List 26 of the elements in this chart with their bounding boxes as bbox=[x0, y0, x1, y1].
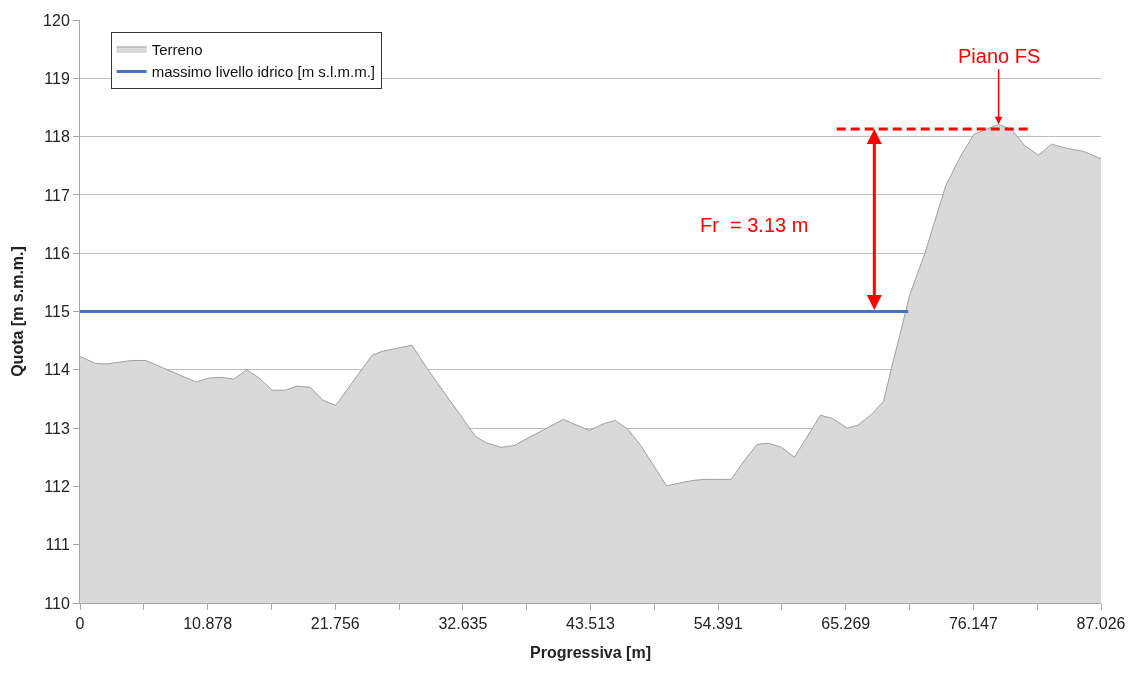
y-tick-label: 119 bbox=[44, 69, 70, 87]
x-tick-label: 32.635 bbox=[438, 615, 488, 633]
y-tick-label: 114 bbox=[44, 361, 70, 379]
x-tick-label: 87.026 bbox=[1076, 615, 1126, 633]
y-tick-label: 120 bbox=[43, 11, 70, 29]
x-tick-label: 21.756 bbox=[310, 615, 360, 633]
y-tick-label: 112 bbox=[44, 478, 70, 495]
x-tick-label: 43.513 bbox=[566, 615, 616, 633]
x-tick-label: 0 bbox=[75, 615, 85, 633]
x-axis-title: Progressiva [m] bbox=[530, 643, 651, 661]
legend-label: Terreno bbox=[151, 40, 203, 58]
legend-label: massimo livello idrico [m s.l.m.m.] bbox=[151, 63, 375, 81]
x-tick-label: 65.269 bbox=[821, 615, 871, 633]
x-tick-label: 54.391 bbox=[693, 615, 743, 633]
annotation: Piano FS bbox=[958, 45, 1041, 67]
y-tick-label: 110 bbox=[44, 594, 70, 612]
annotation: Fr = 3.13 m bbox=[700, 214, 809, 236]
y-tick-label: 111 bbox=[45, 536, 70, 554]
y-tick-label: 113 bbox=[44, 419, 70, 437]
y-axis-title: Quota [m s.m.m.] bbox=[9, 246, 26, 377]
y-tick-label: 115 bbox=[44, 303, 70, 321]
y-tick-label: 117 bbox=[44, 186, 70, 204]
y-tick-label: 118 bbox=[44, 128, 70, 146]
y-tick-label: 116 bbox=[44, 244, 70, 262]
x-tick-label: 10.878 bbox=[183, 615, 233, 633]
x-tick-label: 76.147 bbox=[948, 615, 998, 633]
